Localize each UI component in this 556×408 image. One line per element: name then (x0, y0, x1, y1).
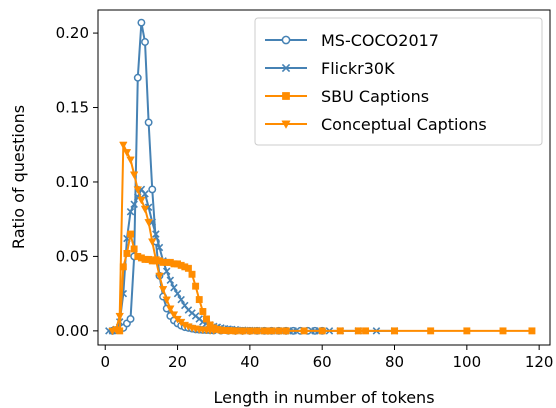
data-point-conceptual-captions (209, 327, 218, 335)
legend-item-conceptual-captions: Conceptual Captions (265, 115, 487, 134)
data-point-conceptual-captions (216, 327, 226, 336)
data-point-sbu-captions (336, 327, 344, 335)
series-conceptual-captions (108, 141, 291, 336)
x-tick-label: 60 (313, 353, 332, 371)
data-point-conceptual-captions (137, 196, 146, 205)
data-point-sbu-captions (195, 296, 203, 304)
y-axis: 0.00 0.05 0.10 0.15 0.20 (56, 24, 98, 340)
data-point-sbu-captions (188, 270, 196, 278)
data-point-sbu-captions (127, 230, 134, 238)
data-point-flickr30k (173, 289, 182, 298)
data-point-sbu-captions (391, 327, 398, 335)
data-point-flickr30k (152, 230, 160, 238)
data-point-conceptual-captions (126, 156, 135, 165)
data-point-flickr30k (166, 276, 175, 284)
data-point-conceptual-captions (263, 327, 273, 336)
data-point-sbu-captions (184, 264, 192, 272)
data-point-conceptual-captions (162, 296, 171, 305)
data-point-ms-coco2017 (144, 118, 153, 127)
legend: MS-COCO2017 Flickr30K SBU Captions Conceptu… (254, 17, 543, 146)
data-point-flickr30k (130, 200, 138, 209)
data-point-flickr30k (126, 207, 135, 216)
legend-label: Flickr30K (321, 59, 395, 78)
legend-marker (281, 120, 291, 129)
data-point-flickr30k (170, 283, 178, 292)
data-point-conceptual-captions (231, 327, 240, 336)
x-tick-label: 20 (168, 353, 187, 371)
legend-item-ms-coco2017: MS-COCO2017 (265, 31, 439, 50)
data-point-sbu-captions (463, 327, 471, 335)
data-point-ms-coco2017 (148, 185, 157, 194)
data-point-conceptual-captions (148, 238, 157, 247)
x-tick-label: 100 (453, 353, 482, 371)
data-point-conceptual-captions (155, 272, 164, 281)
data-point-flickr30k (177, 295, 185, 304)
data-point-sbu-captions (528, 327, 536, 335)
data-point-sbu-captions (427, 327, 435, 335)
y-tick-label: 0.20 (56, 24, 89, 42)
data-point-ms-coco2017 (137, 18, 146, 27)
data-point-sbu-captions (130, 245, 138, 253)
data-point-conceptual-captions (281, 327, 291, 336)
data-point-sbu-captions (199, 308, 207, 315)
data-point-conceptual-captions (238, 327, 247, 336)
y-tick-label: 0.05 (56, 247, 89, 265)
data-point-ms-coco2017 (133, 73, 142, 82)
legend-box (254, 17, 543, 146)
data-point-conceptual-captions (129, 171, 139, 180)
legend-marker (281, 35, 291, 45)
x-axis: 0 20 40 60 80 100 120 (100, 345, 553, 371)
data-point-flickr30k (162, 267, 171, 276)
data-point-conceptual-captions (140, 205, 150, 214)
y-tick-label: 0.15 (56, 99, 89, 117)
y-tick-label: 0.00 (56, 322, 89, 340)
y-tick-label: 0.10 (56, 173, 89, 191)
x-tick-label: 120 (525, 353, 554, 371)
data-point-flickr30k (141, 190, 149, 198)
data-point-sbu-captions (318, 327, 326, 335)
legend-label: MS-COCO2017 (321, 31, 439, 50)
data-point-conceptual-captions (223, 327, 233, 336)
data-point-conceptual-captions (169, 311, 179, 319)
data-point-conceptual-captions (166, 305, 175, 314)
data-point-sbu-captions (300, 327, 308, 335)
data-point-ms-coco2017 (141, 38, 149, 46)
data-point-conceptual-captions (115, 312, 124, 321)
x-tick-label: 80 (385, 353, 404, 371)
data-point-sbu-captions (192, 282, 200, 290)
x-tick-label: 0 (100, 353, 110, 371)
legend-label: SBU Captions (321, 87, 429, 106)
legend-marker (282, 92, 290, 100)
data-point-flickr30k (155, 243, 164, 252)
y-axis-label: Ratio of questions (9, 105, 28, 249)
data-point-sbu-captions (362, 327, 370, 335)
data-point-conceptual-captions (245, 327, 255, 336)
data-point-conceptual-captions (122, 149, 132, 157)
data-point-conceptual-captions (133, 186, 143, 194)
legend-marker (281, 63, 291, 73)
legend-item-sbu-captions: SBU Captions (265, 87, 429, 106)
data-point-ms-coco2017 (126, 314, 135, 323)
data-point-conceptual-captions (158, 286, 168, 294)
data-point-sbu-captions (123, 249, 131, 257)
data-point-conceptual-captions (144, 219, 153, 227)
x-tick-label: 40 (240, 353, 259, 371)
series-line-sbu-captions (118, 233, 532, 332)
data-point-sbu-captions (499, 327, 507, 335)
plot-area (105, 18, 536, 336)
data-point-conceptual-captions (119, 141, 128, 150)
data-point-sbu-captions (203, 315, 210, 323)
plot-frame (97, 9, 551, 346)
x-axis-label: Length in number of tokens (213, 388, 434, 407)
data-point-conceptual-captions (111, 326, 121, 334)
legend-item-flickr30k: Flickr30K (265, 59, 395, 78)
data-point-conceptual-captions (151, 256, 161, 264)
legend-label: Conceptual Captions (321, 115, 487, 134)
data-point-sbu-captions (354, 327, 362, 335)
